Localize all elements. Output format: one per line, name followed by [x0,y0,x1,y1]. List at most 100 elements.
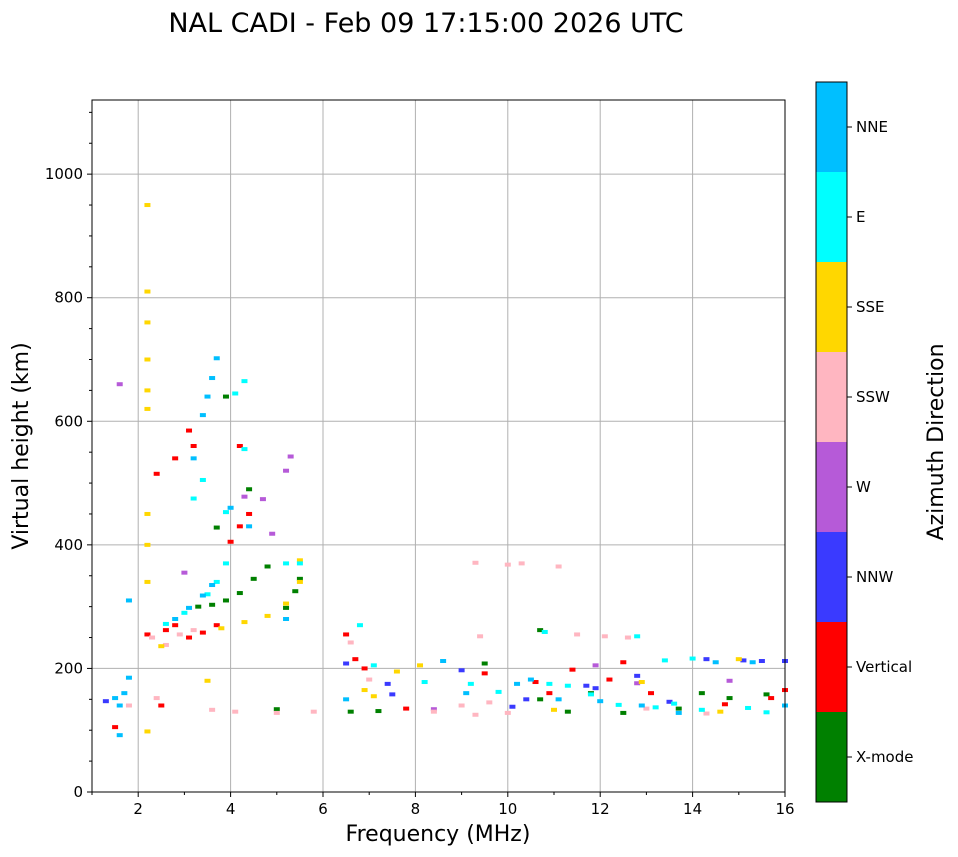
echo-point-nne [712,660,719,665]
echo-point-e [181,610,188,615]
x-tick-label: 12 [591,800,610,818]
x-tick-label: 4 [226,800,236,818]
echo-point-ssw [273,710,280,715]
colorbar-tick-label: Vertical [856,658,912,676]
echo-point-vertical [721,702,728,707]
echo-point-sse [144,511,151,516]
echo-point-x-mode [273,707,280,712]
echo-point-x-mode [537,628,544,633]
echo-point-nnw [389,692,396,697]
echo-point-nne [749,660,756,665]
echo-point-e [671,701,678,706]
echo-point-x-mode [564,709,571,714]
echo-point-w [283,468,290,473]
y-tick-label: 1000 [45,165,83,183]
plot-area: 2 4 6 8 10 12 14 16 0 200 400 600 800 1000 [45,99,795,818]
echo-point-x-mode [209,602,216,607]
echo-point-e [213,579,220,584]
echo-point-nne [246,524,253,529]
echo-point-nne [199,413,206,418]
colorbar-tick-label: NNW [856,568,893,586]
colorbar-tick-label: SSE [856,298,885,316]
echo-point-ssw [232,709,239,714]
echo-point-ssw [347,640,354,645]
echo-point-w [592,663,599,668]
echo-point-sse [296,579,303,584]
echo-point-nne [213,356,220,361]
echo-point-e [564,683,571,688]
echo-point-ssw [153,696,160,701]
echo-point-nne [172,617,179,621]
echo-point-e [745,705,752,710]
echo-point-sse [264,613,271,618]
echo-point-w [269,531,276,536]
echo-point-e [661,658,668,663]
echo-point-x-mode [283,605,290,610]
echo-point-nne [343,697,350,702]
colorbar-tick-label: W [856,478,871,496]
echo-point-x-mode [726,696,733,701]
colorbar-tick-label: SSW [856,388,890,406]
echo-point-nnw [583,683,590,688]
colorbar-segment [816,712,847,802]
echo-point-x-mode [698,691,705,696]
x-tick-label: 16 [775,800,794,818]
echo-point-nne [440,659,447,664]
echo-point-nnw [458,668,465,673]
echo-point-e [222,561,229,566]
echo-point-e [204,592,211,597]
echo-point-vertical [246,511,253,516]
data-points [102,203,788,738]
echo-point-e [241,447,248,452]
echo-point-vertical [606,677,613,682]
echo-point-w [287,454,294,459]
echo-point-vertical [343,632,350,637]
echo-point-vertical [532,680,539,685]
echo-point-e [370,663,377,668]
echo-point-sse [717,709,724,714]
echo-point-sse [638,680,645,685]
echo-point-ssw [477,634,484,639]
echo-point-x-mode [222,394,229,399]
colorbar-segment [816,262,847,352]
echo-point-x-mode [375,709,382,714]
echo-point-sse [296,558,303,563]
echo-point-nne [125,598,132,603]
x-axis-label: Frequency (MHz) [346,822,531,847]
echo-point-vertical [112,725,119,730]
plot-frame [91,99,786,793]
echo-point-nnw [509,704,516,709]
echo-point-ssw [472,712,479,717]
echo-point-ssw [643,706,650,711]
echo-point-vertical [162,628,169,633]
echo-point-nne [116,703,123,708]
echo-point-e [467,681,474,686]
echo-point-w [116,382,123,387]
echo-point-vertical [153,471,160,476]
axis-ticks: 2 4 6 8 10 12 14 16 0 200 400 600 800 1000 [45,111,795,818]
echo-point-vertical [172,456,179,461]
echo-point-sse [144,289,151,294]
echo-point-vertical [648,691,655,696]
echo-point-nnw [703,657,710,662]
echo-point-x-mode [222,598,229,603]
echo-point-vertical [144,632,151,637]
echo-point-sse [551,707,557,712]
colorbar-frame [815,81,848,803]
colorbar: X-mode Vertical NNW W SSW SSE E NNE [815,81,913,803]
echo-point-sse [241,620,248,625]
echo-point-vertical [213,623,220,628]
x-tick-label: 14 [683,800,702,818]
echo-point-nne [514,681,521,686]
y-tick-label: 200 [54,659,83,677]
echo-point-sse [144,729,151,734]
x-tick-label: 10 [498,800,517,818]
echo-point-w [259,497,266,502]
echo-point-x-mode [292,589,299,594]
echo-point-ssw [486,700,493,705]
x-tick-label: 2 [133,800,143,818]
echo-point-w [181,570,188,575]
grid-lines [92,100,786,793]
echo-point-ssw [601,634,608,639]
